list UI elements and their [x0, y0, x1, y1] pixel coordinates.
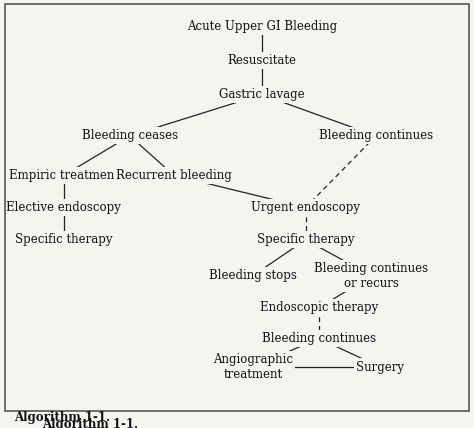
Text: Specific therapy: Specific therapy	[257, 233, 355, 246]
Text: Resuscitate: Resuscitate	[227, 54, 296, 67]
Text: Angiographic
treatment: Angiographic treatment	[213, 353, 293, 381]
Text: Bleeding continues: Bleeding continues	[262, 332, 376, 345]
Text: Bleeding continues
or recurs: Bleeding continues or recurs	[314, 262, 428, 290]
Text: Gastric lavage: Gastric lavage	[219, 88, 304, 101]
Text: Algorithm 1-1.: Algorithm 1-1.	[42, 418, 138, 428]
Text: Acute Upper GI Bleeding: Acute Upper GI Bleeding	[187, 20, 337, 33]
Text: Empiric treatment: Empiric treatment	[9, 169, 119, 182]
Text: Urgent endoscopy: Urgent endoscopy	[251, 201, 360, 214]
Text: Surgery: Surgery	[356, 361, 404, 374]
Text: Bleeding stops: Bleeding stops	[209, 269, 297, 282]
Text: Algorithm 1-1.: Algorithm 1-1.	[14, 411, 110, 424]
Text: Recurrent bleeding: Recurrent bleeding	[116, 169, 232, 182]
Text: Endoscopic therapy: Endoscopic therapy	[260, 301, 378, 315]
Text: Bleeding continues: Bleeding continues	[319, 129, 433, 143]
Text: Bleeding ceases: Bleeding ceases	[82, 129, 178, 143]
Text: Elective endoscopy: Elective endoscopy	[7, 201, 121, 214]
Text: Specific therapy: Specific therapy	[15, 233, 113, 246]
